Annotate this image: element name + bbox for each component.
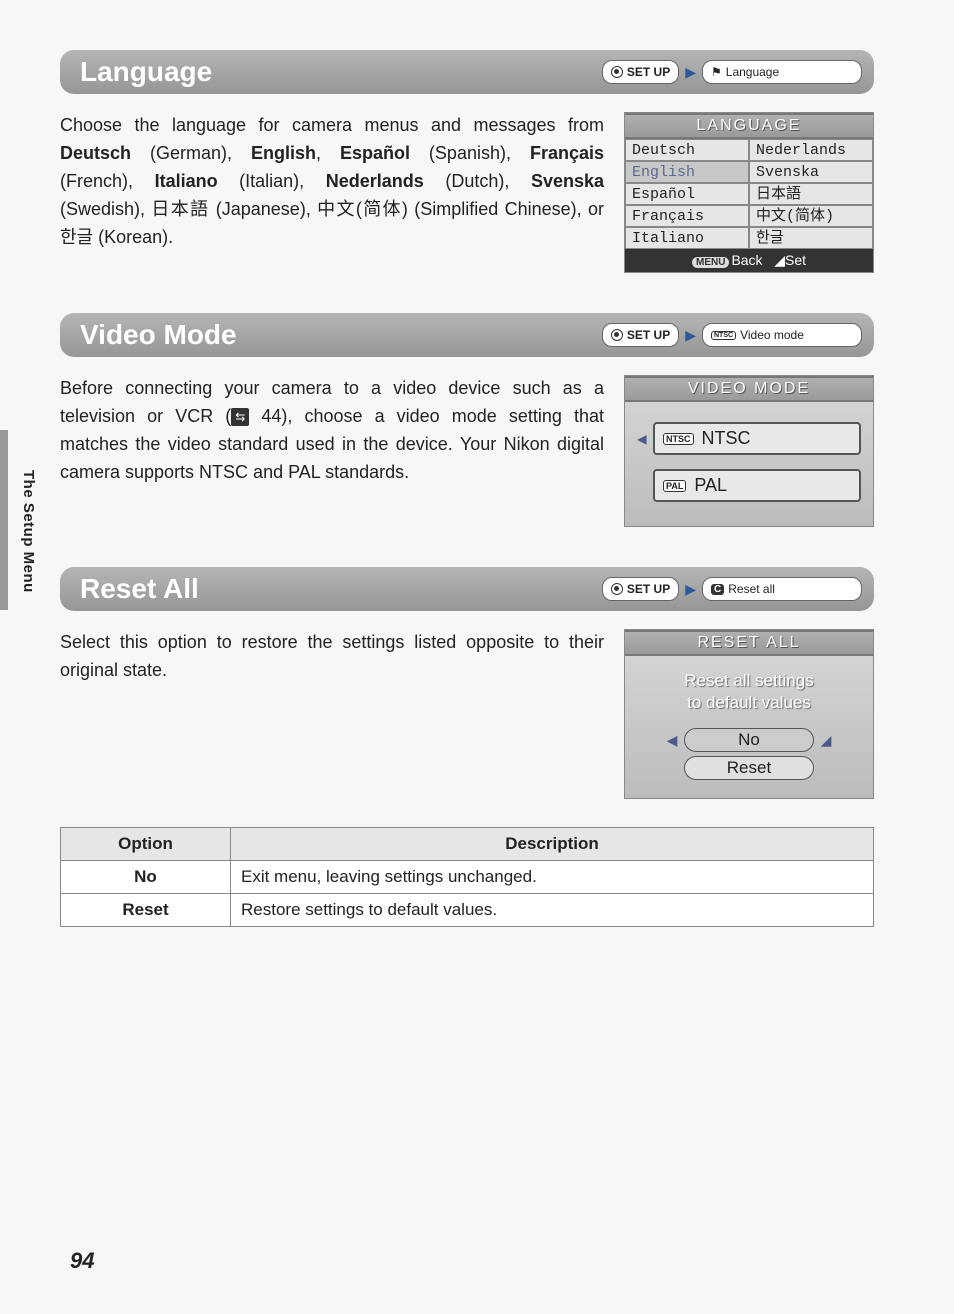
reset-message: Reset all settings to default values <box>635 670 863 714</box>
table-header-description: Description <box>231 828 874 861</box>
section-header-language: Language SET UP ▶ ⚑ Language <box>60 50 874 94</box>
screen-title-video: VIDEO MODE <box>625 376 873 402</box>
table-row: No Exit menu, leaving settings unchanged… <box>61 861 874 894</box>
reset-option-reset[interactable]: Reset <box>684 756 814 780</box>
lang-option[interactable]: Italiano <box>625 227 749 249</box>
bc-setup-text: SET UP <box>627 65 670 79</box>
left-arrow-icon: ◀ <box>666 732 678 749</box>
lang-option[interactable]: Español <box>625 183 749 205</box>
body-text-reset: Select this option to restore the settin… <box>60 629 604 685</box>
bc-item-pill: C Reset all <box>702 577 862 601</box>
bc-item-text: Video mode <box>740 328 804 342</box>
video-option-label: PAL <box>694 475 727 496</box>
screen-video: VIDEO MODE ◀ NTSC NTSC PAL PAL <box>624 375 874 527</box>
ntsc-icon: NTSC <box>711 331 736 340</box>
menu-badge: MENU <box>692 257 729 268</box>
video-option-label: NTSC <box>702 428 751 449</box>
table-cell-desc: Exit menu, leaving settings unchanged. <box>231 861 874 894</box>
dial-icon <box>611 329 623 341</box>
bc-setup-pill: SET UP <box>602 323 679 347</box>
body-text-video: Before connecting your camera to a video… <box>60 375 604 487</box>
body-text-language: Choose the language for camera menus and… <box>60 112 604 251</box>
chevron-right-icon: ▶ <box>685 581 696 598</box>
pal-tag-icon: PAL <box>663 480 686 492</box>
reset-c-icon: C <box>711 584 724 595</box>
dial-icon <box>611 583 623 595</box>
lang-option[interactable]: Deutsch <box>625 139 749 161</box>
side-label: The Setup Menu <box>20 470 37 593</box>
lang-option-selected[interactable]: English <box>625 161 749 183</box>
video-option-ntsc[interactable]: NTSC NTSC <box>653 422 861 455</box>
lang-option[interactable]: 한글 <box>749 227 873 249</box>
screen-language: LANGUAGE Deutsch Nederlands English Sven… <box>624 112 874 273</box>
footer-set[interactable]: Set <box>785 252 806 268</box>
language-grid: Deutsch Nederlands English Svenska Españ… <box>625 139 873 249</box>
screen-title-language: LANGUAGE <box>625 113 873 139</box>
section-header-video: Video Mode SET UP ▶ NTSC Video mode <box>60 313 874 357</box>
chevron-right-icon: ▶ <box>685 64 696 81</box>
footer-back[interactable]: Back <box>731 252 762 268</box>
table-row: Reset Restore settings to default values… <box>61 894 874 927</box>
lang-option[interactable]: Svenska <box>749 161 873 183</box>
chevron-right-icon: ▶ <box>685 327 696 344</box>
left-arrow-icon: ◀ <box>637 429 649 449</box>
flag-icon: ⚑ <box>711 65 722 79</box>
lang-option[interactable]: 日本語 <box>749 183 873 205</box>
section-video-mode: Video Mode SET UP ▶ NTSC Video mode Befo… <box>60 313 874 527</box>
screen-footer-language: MENUBack ◢Set <box>625 249 873 272</box>
dial-icon <box>611 66 623 78</box>
section-header-reset: Reset All SET UP ▶ C Reset all <box>60 567 874 611</box>
bc-item-text: Reset all <box>728 582 775 596</box>
lang-option[interactable]: 中文(简体) <box>749 205 873 227</box>
side-tab-bar <box>0 430 8 610</box>
bc-setup-pill: SET UP <box>602 577 679 601</box>
screen-title-reset: RESET ALL <box>625 630 873 656</box>
screen-reset: RESET ALL Reset all settings to default … <box>624 629 874 799</box>
title-video: Video Mode <box>80 319 602 351</box>
bc-item-pill: ⚑ Language <box>702 60 862 84</box>
breadcrumb-language: SET UP ▶ ⚑ Language <box>602 60 862 84</box>
bc-setup-pill: SET UP <box>602 60 679 84</box>
bc-setup-text: SET UP <box>627 582 670 596</box>
bc-item-text: Language <box>726 65 779 79</box>
enter-icon: ◢ <box>820 732 832 749</box>
reference-icon: ⇆ <box>231 408 249 426</box>
title-reset: Reset All <box>80 573 602 605</box>
lang-option[interactable]: Français <box>625 205 749 227</box>
table-cell-option: No <box>61 861 231 894</box>
table-cell-option: Reset <box>61 894 231 927</box>
table-cell-desc: Restore settings to default values. <box>231 894 874 927</box>
reset-options-table: Option Description No Exit menu, leaving… <box>60 827 874 927</box>
title-language: Language <box>80 56 602 88</box>
video-option-pal[interactable]: PAL PAL <box>653 469 861 502</box>
bc-item-pill: NTSC Video mode <box>702 323 862 347</box>
ntsc-tag-icon: NTSC <box>663 433 694 445</box>
table-header-option: Option <box>61 828 231 861</box>
page-number: 94 <box>70 1248 94 1274</box>
bc-setup-text: SET UP <box>627 328 670 342</box>
reset-option-no[interactable]: No <box>684 728 814 752</box>
section-language: Language SET UP ▶ ⚑ Language Choose the … <box>60 50 874 273</box>
breadcrumb-reset: SET UP ▶ C Reset all <box>602 577 862 601</box>
breadcrumb-video: SET UP ▶ NTSC Video mode <box>602 323 862 347</box>
section-reset-all: Reset All SET UP ▶ C Reset all Select th… <box>60 567 874 927</box>
lang-option[interactable]: Nederlands <box>749 139 873 161</box>
